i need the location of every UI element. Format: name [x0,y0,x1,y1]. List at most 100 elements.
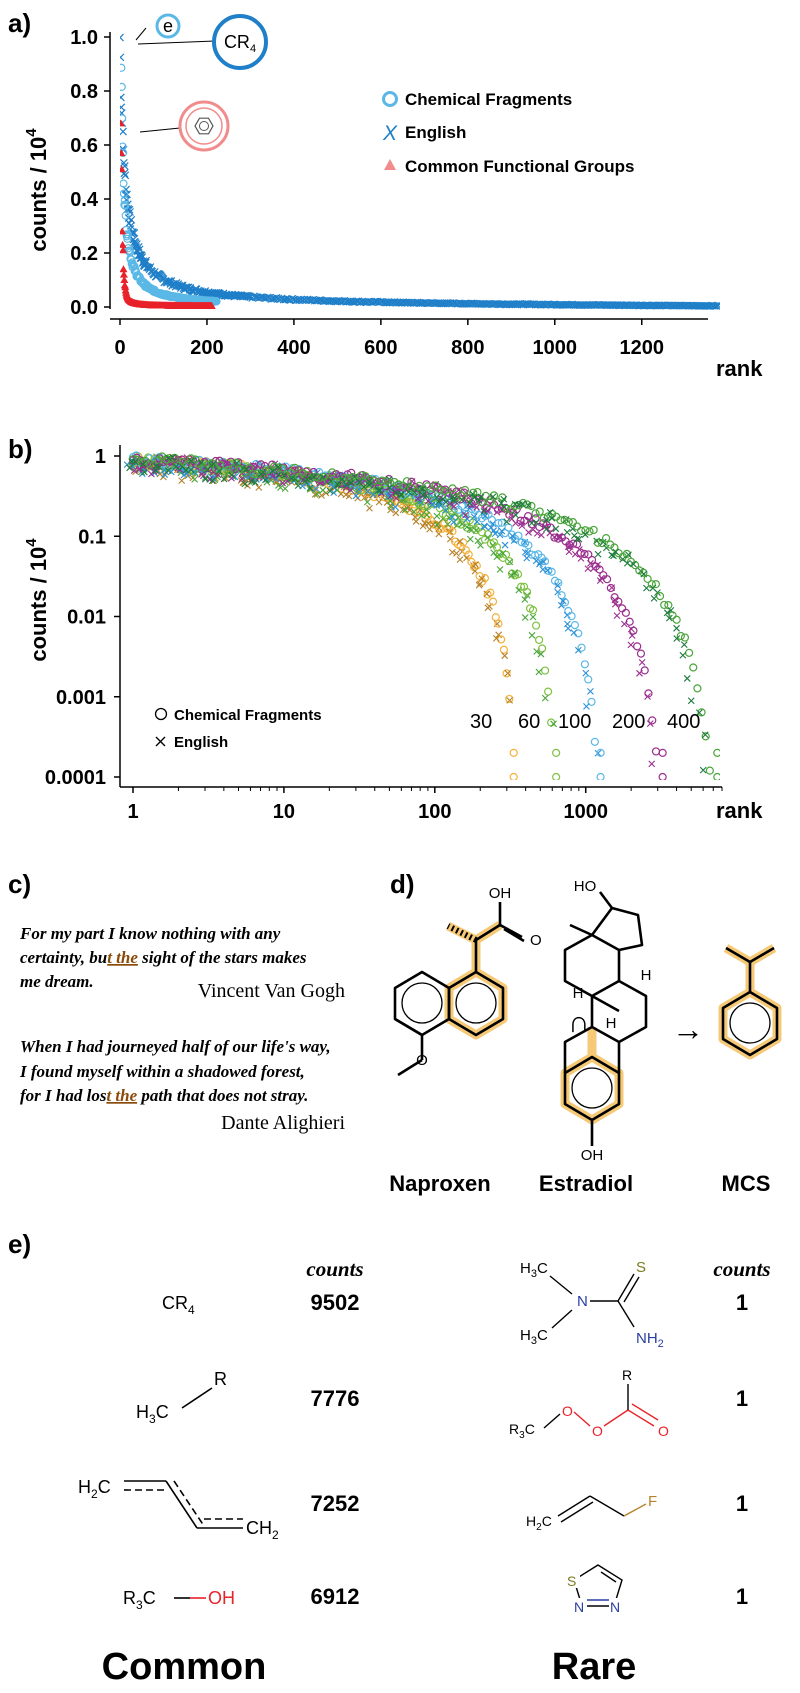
series-200-chem-point [211,456,220,466]
rare-thiadiazole: S N N [566,1564,623,1615]
series-200-chem-point [584,550,593,559]
series-60-english-point [508,571,515,579]
legend-chem-marker [382,91,398,107]
series-400-english-point [546,508,554,516]
legend-english-marker: X [382,122,398,145]
series-400-english-point [458,496,466,504]
series-60-chem-point [537,644,547,653]
series-100-english-point [480,522,488,530]
series-100-english-point [558,601,565,609]
chem-point [120,148,128,157]
series-100-english-point [481,512,489,520]
a-ytick-label: 0.8 [70,81,98,103]
series-400-chem-point [655,592,665,601]
series-label-60: 60 [518,711,540,733]
english-point [120,53,125,62]
svg-text:H3C: H3C [520,1327,548,1347]
series-400-english-point [575,535,583,543]
quote2-highlight: t the [106,1086,137,1105]
series-400-chem-point [232,458,241,467]
series-400-chem-point [560,515,569,524]
series-30-english-point [495,631,503,639]
series-200-chem-point [606,583,615,593]
series-400-english-point [376,487,384,494]
series-60-floor-point [552,748,561,757]
series-400-chem-point [286,468,295,478]
series-400-english-point [411,488,419,496]
series-60-chem-point [492,543,502,552]
series-200-english-point [238,475,246,483]
series-400-chem-point [365,475,374,484]
series-400-chem-point [145,459,154,468]
series-100-chem-point [504,523,513,532]
series-400-chem-point [398,481,407,490]
quote1-line1: For my part I know nothing with any [19,924,281,943]
series-60-english-point [319,486,327,494]
series-30-chem-point [472,561,481,570]
series-30-english-point [312,486,319,494]
english-point [120,93,125,102]
series-60-english-point [521,596,529,603]
english-point [710,302,719,310]
svg-text:CR4: CR4 [162,1293,195,1317]
functional-point [120,240,127,248]
quote1-highlight: t the [107,948,138,967]
series-400-chem-point [539,513,548,523]
series-60-english-point [529,613,537,621]
series-400-chem-point [440,486,449,496]
common-alcohol: R3C OH [123,1588,235,1612]
series-60-english-point [466,526,474,533]
series-200-chem-point [569,539,578,548]
english-point [121,171,130,180]
panel-a-y-title: counts / 104 [23,128,51,252]
a-xtick-label: 200 [190,337,223,359]
series-30-english-point [361,494,368,501]
series-200-chem-point [640,666,649,675]
callout-e: e [135,13,181,41]
series-200-english-point [644,693,651,700]
series-100-english-point [312,485,320,492]
series-400-english-point [351,473,358,481]
series-label-100: 100 [558,711,591,733]
panel-b-label: b) [8,434,33,464]
series-100-english-point [559,597,567,605]
series-400-english-point [489,493,497,501]
b-xtick-label: 10 [273,801,295,823]
series-100-english-point [564,624,572,632]
series-30-chem-point [486,588,495,597]
panel-a-label: a) [8,8,31,38]
series-100-chem-point [577,643,586,652]
series-30-english-point [453,550,460,557]
common-cr4: CR4 [162,1293,195,1317]
panel-b-data [123,451,720,780]
series-400-chem-point [668,611,677,620]
series-200-chem-point [618,604,627,613]
series-400-english-point [360,483,368,491]
series-400-chem-point [622,549,631,558]
rare-count-4: 1 [736,1584,748,1609]
series-60-chem-point [504,556,514,566]
series-400-chem-point [299,469,308,478]
series-200-english-point [473,503,480,511]
series-200-floor-point [658,772,667,780]
a-ytick-label: 0.4 [70,189,99,211]
series-200-chem-point [335,471,345,481]
series-400-chem-point [465,493,474,502]
series-400-chem-point [473,487,482,497]
series-200-english-point [566,543,574,550]
series-400-english-point [594,550,602,558]
series-200-english-point [279,479,286,487]
series-200-chem-point [539,519,548,528]
series-400-chem-point [680,633,690,642]
series-400-english-point [477,493,485,501]
series-200-english-point [210,468,217,476]
series-400-english-point [262,476,269,484]
series-400-english-point [131,458,139,466]
series-400-floor-point [713,772,720,780]
series-400-english-point [512,511,520,519]
series-200-chem-point [373,478,382,487]
series-60-english-point [401,506,409,514]
series-60-chem-point [441,511,450,520]
series-30-english-point [504,669,512,677]
series-400-english-point [233,459,241,467]
